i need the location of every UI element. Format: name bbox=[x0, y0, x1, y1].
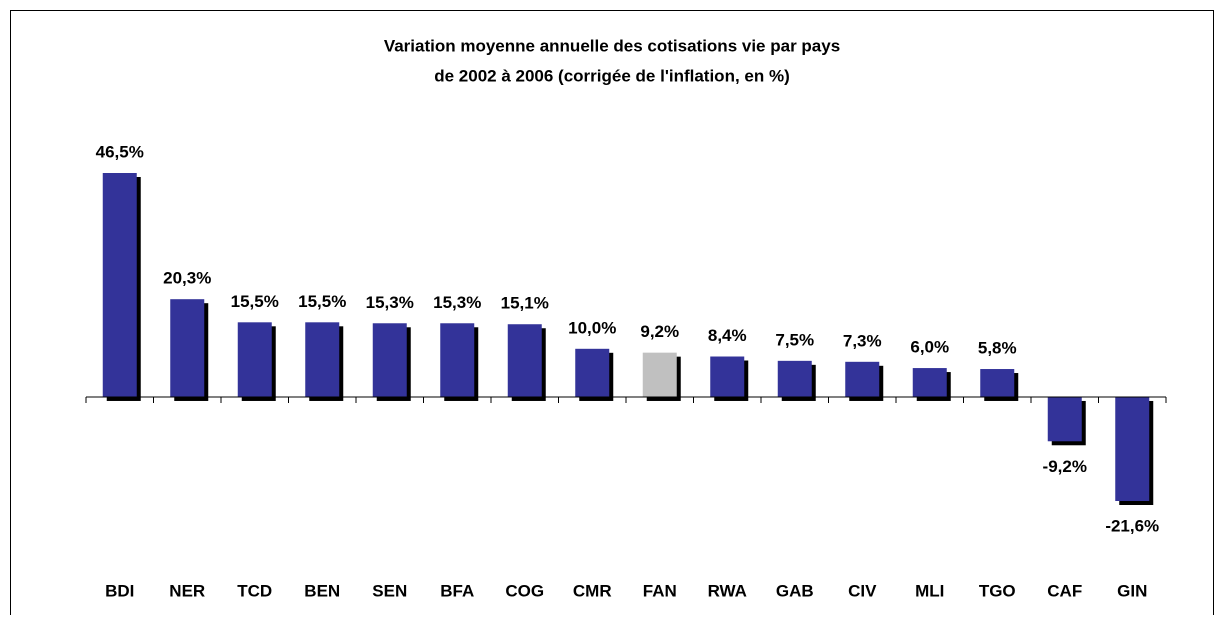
x-tick-label: MLI bbox=[915, 581, 944, 600]
x-tick-label: CAF bbox=[1047, 581, 1082, 600]
chart-title: Variation moyenne annuelle des cotisatio… bbox=[384, 36, 840, 55]
x-tick-label: BEN bbox=[304, 581, 340, 600]
data-label: 9,2% bbox=[640, 322, 679, 341]
bar bbox=[170, 299, 205, 397]
x-tick-label: FAN bbox=[643, 581, 677, 600]
bar bbox=[102, 173, 137, 397]
bar bbox=[710, 356, 745, 397]
x-tick-label: CIV bbox=[848, 581, 877, 600]
bar bbox=[372, 323, 407, 397]
x-tick-label: RWA bbox=[708, 581, 747, 600]
x-tick-label: BDI bbox=[105, 581, 134, 600]
bar bbox=[642, 352, 677, 397]
bar bbox=[440, 323, 475, 397]
data-label: 46,5% bbox=[96, 142, 144, 161]
data-label: 8,4% bbox=[708, 326, 747, 345]
bar bbox=[237, 322, 272, 397]
data-label: -21,6% bbox=[1105, 516, 1159, 535]
x-tick-label: TGO bbox=[979, 581, 1016, 600]
data-label: 10,0% bbox=[568, 318, 616, 337]
x-tick-label: NER bbox=[169, 581, 205, 600]
bar bbox=[1047, 396, 1082, 442]
bar bbox=[980, 369, 1015, 397]
data-label: 5,8% bbox=[978, 339, 1017, 358]
chart-frame bbox=[10, 10, 1214, 620]
x-tick-label: SEN bbox=[372, 581, 407, 600]
bar bbox=[1115, 396, 1150, 501]
chart-title: de 2002 à 2006 (corrigée de l'inflation,… bbox=[434, 66, 790, 85]
data-label: 15,5% bbox=[298, 292, 346, 311]
x-tick-label: GAB bbox=[776, 581, 814, 600]
x-tick-label: TCD bbox=[237, 581, 272, 600]
data-label: 15,3% bbox=[433, 293, 481, 312]
x-tick-label: COG bbox=[505, 581, 544, 600]
data-label: 20,3% bbox=[163, 269, 211, 288]
bar bbox=[845, 361, 880, 397]
data-label: 15,1% bbox=[501, 294, 549, 313]
data-label: 15,3% bbox=[366, 293, 414, 312]
bar bbox=[305, 322, 340, 397]
data-label: 7,3% bbox=[843, 331, 882, 350]
bar bbox=[507, 324, 542, 397]
bar bbox=[777, 360, 812, 397]
data-label: 15,5% bbox=[231, 292, 279, 311]
x-tick-label: GIN bbox=[1117, 581, 1147, 600]
bar bbox=[575, 348, 610, 397]
x-tick-label: CMR bbox=[573, 581, 612, 600]
bar bbox=[912, 368, 947, 397]
x-tick-label: BFA bbox=[440, 581, 474, 600]
data-label: 6,0% bbox=[910, 338, 949, 357]
data-label: 7,5% bbox=[775, 330, 814, 349]
data-label: -9,2% bbox=[1043, 457, 1087, 476]
